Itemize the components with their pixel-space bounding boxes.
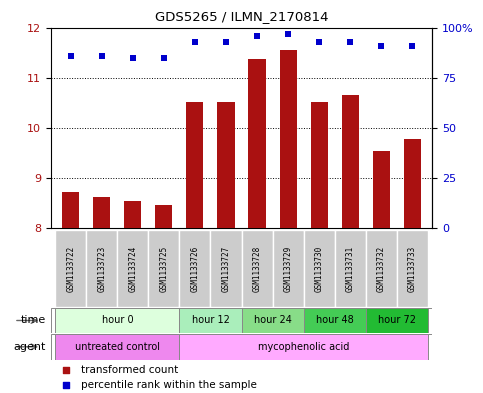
Bar (248, 59, 266, 228)
Text: transformed count: transformed count (81, 365, 179, 375)
Bar (272, 230, 303, 307)
Bar (125, 201, 142, 228)
Bar (56, 334, 180, 360)
Text: GSM1133731: GSM1133731 (345, 246, 355, 292)
Bar (180, 308, 242, 333)
Bar (93, 197, 111, 228)
Bar (117, 230, 148, 307)
Text: time: time (21, 316, 46, 325)
Point (67, 53, 75, 59)
Text: untreated control: untreated control (75, 342, 160, 352)
Text: hour 12: hour 12 (192, 316, 229, 325)
Point (191, 39, 199, 45)
Point (62, 367, 70, 373)
Bar (303, 230, 335, 307)
Point (160, 55, 168, 61)
Bar (62, 192, 79, 228)
Text: GSM1133726: GSM1133726 (190, 246, 199, 292)
Text: GSM1133724: GSM1133724 (128, 246, 138, 292)
Bar (242, 230, 272, 307)
Text: GSM1133727: GSM1133727 (222, 246, 230, 292)
Bar (180, 230, 211, 307)
Text: GSM1133728: GSM1133728 (253, 246, 261, 292)
Bar (242, 308, 303, 333)
Bar (211, 230, 242, 307)
Text: hour 48: hour 48 (316, 316, 354, 325)
Text: percentile rank within the sample: percentile rank within the sample (81, 380, 257, 389)
Bar (280, 50, 297, 228)
Text: GSM1133729: GSM1133729 (284, 246, 293, 292)
Point (315, 39, 323, 45)
Bar (303, 308, 366, 333)
Text: GSM1133722: GSM1133722 (66, 246, 75, 292)
Bar (397, 230, 427, 307)
Bar (404, 139, 421, 228)
Bar (180, 334, 427, 360)
Point (222, 39, 230, 45)
Text: GSM1133723: GSM1133723 (98, 246, 106, 292)
Bar (335, 230, 366, 307)
Bar (86, 230, 117, 307)
Text: GSM1133733: GSM1133733 (408, 246, 417, 292)
Bar (366, 230, 397, 307)
Point (377, 42, 385, 49)
Point (98, 53, 106, 59)
Text: GSM1133725: GSM1133725 (159, 246, 169, 292)
Text: GDS5265 / ILMN_2170814: GDS5265 / ILMN_2170814 (155, 10, 328, 23)
Text: hour 72: hour 72 (378, 316, 415, 325)
Point (346, 39, 354, 45)
Bar (311, 102, 327, 228)
Bar (56, 308, 180, 333)
Point (408, 42, 416, 49)
Point (129, 55, 137, 61)
Text: mycophenolic acid: mycophenolic acid (258, 342, 349, 352)
Point (284, 30, 292, 37)
Text: GSM1133730: GSM1133730 (314, 246, 324, 292)
Text: GSM1133732: GSM1133732 (377, 246, 385, 292)
Text: agent: agent (14, 342, 46, 352)
Text: hour 24: hour 24 (254, 316, 291, 325)
Bar (148, 230, 180, 307)
Bar (341, 95, 358, 228)
Bar (366, 308, 427, 333)
Bar (217, 102, 235, 228)
Bar (372, 151, 390, 228)
Point (253, 32, 261, 39)
Bar (186, 102, 203, 228)
Point (62, 381, 70, 387)
Bar (56, 230, 86, 307)
Text: hour 0: hour 0 (101, 316, 133, 325)
Bar (156, 205, 172, 228)
